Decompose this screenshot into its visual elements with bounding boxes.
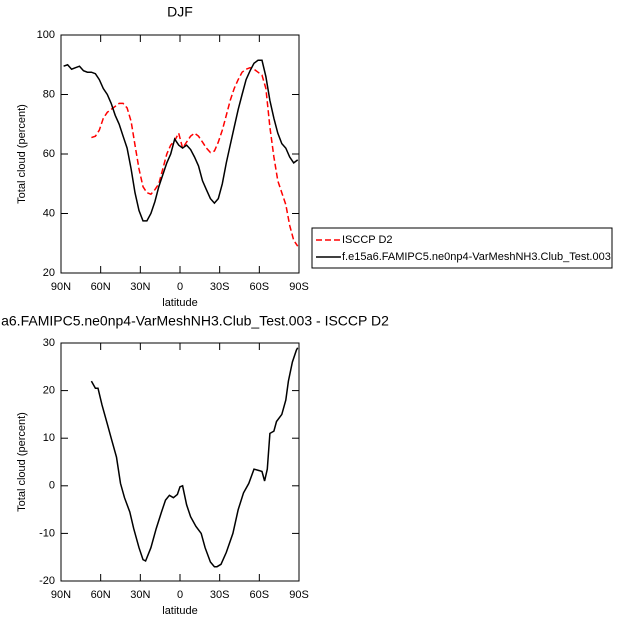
x-tick-label: 90N: [51, 281, 71, 293]
legend-box: [311, 227, 613, 269]
x-axis-label: latitude: [162, 605, 197, 617]
x-tick-label: 30N: [130, 281, 150, 293]
y-tick-label: 20: [43, 385, 55, 397]
y-tick-label: 20: [43, 267, 55, 279]
plot-frame: [60, 342, 300, 582]
y-tick-label: -20: [39, 575, 55, 587]
y-tick-label: -10: [39, 527, 55, 539]
y-tick-label: 10: [43, 432, 55, 444]
x-tick-label: 60N: [91, 281, 111, 293]
x-tick-label: 30S: [210, 589, 230, 601]
x-tick-label: 90N: [51, 589, 71, 601]
data-line: [63, 59, 299, 222]
y-tick-label: 40: [43, 207, 55, 219]
x-tick-label: 90S: [289, 281, 309, 293]
y-tick-label: 100: [37, 29, 55, 41]
y-tick-label: 80: [43, 88, 55, 100]
y-tick-label: 60: [43, 148, 55, 160]
x-tick-label: 60N: [91, 589, 111, 601]
chart-title: a6.FAMIPC5.ne0np4-VarMeshNH3.Club_Test.0…: [1, 313, 389, 329]
plot-frame: [60, 34, 300, 274]
x-tick-label: 30S: [210, 281, 230, 293]
x-tick-label: 0: [177, 589, 183, 601]
y-axis-label: Total cloud (percent): [16, 412, 28, 512]
y-tick-label: 0: [49, 480, 55, 492]
legend-label: ISCCP D2: [342, 234, 393, 246]
data-line: [91, 66, 299, 247]
x-tick-label: 60S: [250, 589, 270, 601]
x-axis-label: latitude: [162, 297, 197, 309]
data-line: [90, 347, 299, 568]
x-tick-label: 30N: [130, 589, 150, 601]
x-tick-label: 60S: [250, 281, 270, 293]
x-tick-label: 90S: [289, 589, 309, 601]
chart-title: DJF: [167, 4, 193, 20]
legend-label: f.e15a6.FAMIPC5.ne0np4-VarMeshNH3.Club_T…: [342, 251, 611, 263]
y-axis-label: Total cloud (percent): [16, 104, 28, 204]
y-tick-label: 30: [43, 337, 55, 349]
x-tick-label: 0: [177, 281, 183, 293]
